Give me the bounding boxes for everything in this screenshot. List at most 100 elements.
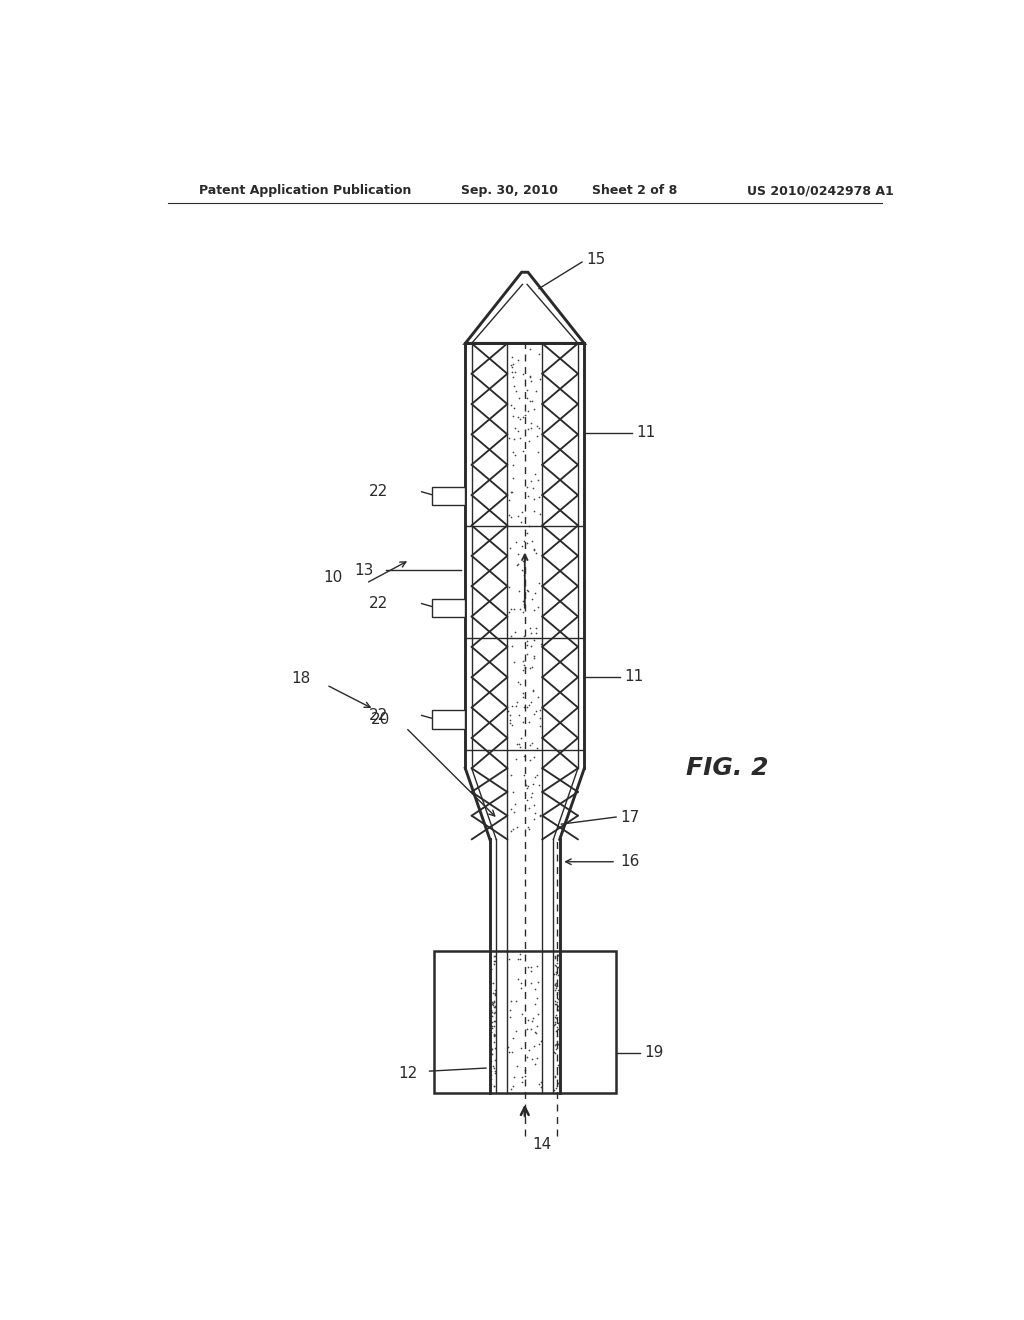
Point [523,622,540,643]
Text: Patent Application Publication: Patent Application Publication [200,185,412,198]
Point [508,1020,524,1041]
Point [519,486,536,507]
Point [509,1055,525,1076]
Point [521,711,538,733]
Point [519,789,536,810]
Text: 20: 20 [371,711,390,727]
Point [527,1022,544,1043]
Point [530,686,547,708]
Point [482,1002,499,1023]
Point [547,973,563,994]
Point [511,734,527,755]
Point [483,1022,500,1043]
Point [486,1038,503,1059]
Point [508,816,524,837]
Point [518,380,535,401]
Point [505,407,521,428]
Point [513,1003,529,1024]
Point [514,1072,530,1093]
Text: 19: 19 [644,1045,664,1060]
Point [484,1018,501,1039]
Point [485,1010,502,1031]
Point [503,598,519,619]
Point [505,442,521,463]
Point [526,747,543,768]
Point [505,367,521,388]
Point [515,601,531,622]
Point [549,953,565,974]
Bar [432,598,465,616]
Point [550,995,566,1016]
Point [483,1022,500,1043]
Point [486,985,503,1006]
Point [524,774,541,795]
Point [548,956,564,977]
Point [525,478,542,499]
Point [546,964,562,985]
Point [483,1015,500,1036]
Point [550,945,566,966]
Point [531,487,548,508]
Point [486,997,503,1018]
Point [482,1068,499,1089]
Point [526,993,543,1014]
Point [526,978,543,999]
Bar [432,710,465,729]
Point [526,648,543,669]
Point [501,948,517,969]
Point [516,405,532,426]
Point [529,1003,546,1024]
Point [549,1026,565,1047]
Point [548,1076,564,1097]
Point [518,1018,535,1039]
Point [530,417,547,438]
Point [530,1074,547,1096]
Point [516,561,532,582]
Point [527,700,544,721]
Point [522,367,539,388]
Point [547,1043,563,1064]
Point [485,1057,502,1078]
Point [486,1049,503,1071]
Point [483,1039,500,1060]
Point [503,821,519,842]
Point [510,969,526,990]
Point [486,1063,503,1084]
Point [519,388,536,409]
Point [483,1039,500,1060]
Point [549,1019,565,1040]
Point [483,1005,500,1026]
Point [502,999,518,1020]
Point [507,793,523,814]
Point [485,1074,502,1096]
Point [548,964,564,985]
Point [524,1010,541,1031]
Point [510,420,526,441]
Point [505,1028,521,1049]
Bar [433,952,616,1093]
Point [531,804,548,825]
Point [482,972,499,993]
Point [487,983,504,1005]
Point [486,995,503,1016]
Point [519,956,536,977]
Point [483,1073,500,1094]
Point [514,363,530,384]
Point [505,354,521,375]
Point [523,636,540,657]
Point [510,705,526,726]
Point [508,380,524,401]
Point [514,651,530,672]
Point [526,500,543,521]
Point [502,537,518,558]
Point [528,987,545,1008]
Point [519,1047,536,1068]
Point [518,631,535,652]
Point [521,694,538,715]
Point [483,958,500,979]
Point [526,463,543,484]
Point [501,1041,517,1063]
Point [486,953,503,974]
Point [509,553,525,574]
Point [523,470,540,491]
